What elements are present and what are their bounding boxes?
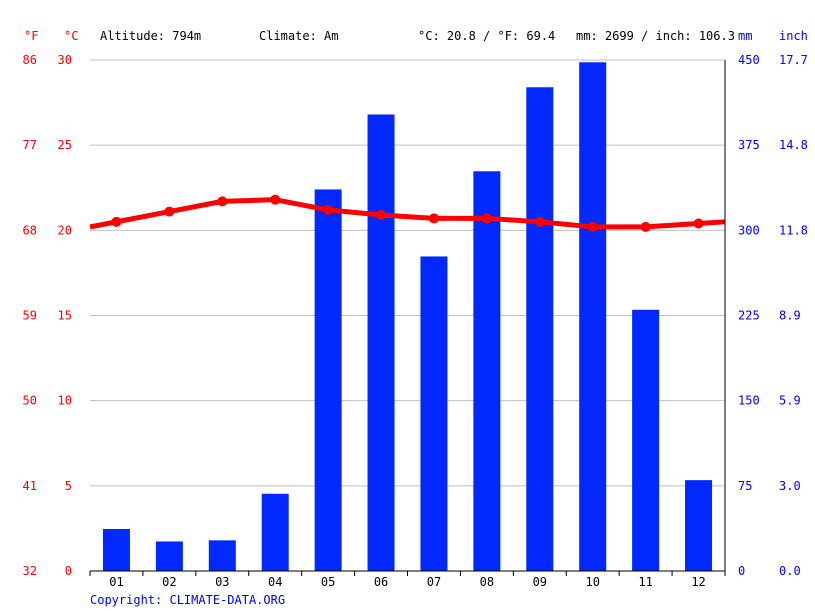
precipitation-total-label: mm: 2699 / inch: 106.3 — [576, 29, 735, 43]
temperature-line — [89, 194, 726, 232]
temperature-series-line — [89, 197, 726, 230]
month-tick-label: 05 — [321, 575, 335, 589]
precipitation-bar — [261, 493, 289, 571]
climate-label: Climate: Am — [259, 29, 338, 43]
celsius-tick-label: 15 — [58, 309, 72, 323]
month-tick-label: 07 — [427, 575, 441, 589]
inch-tick-label: 3.0 — [779, 479, 801, 493]
celsius-tick-label: 5 — [65, 479, 72, 493]
precipitation-bar — [367, 114, 395, 572]
precipitation-bar — [102, 528, 130, 571]
precipitation-bar — [473, 171, 501, 572]
inch-unit-label: inch — [779, 29, 808, 43]
temperature-point — [640, 221, 651, 232]
fahrenheit-tick-label: 86 — [23, 53, 37, 67]
celsius-tick-label: 10 — [58, 394, 72, 408]
fahrenheit-tick-label: 59 — [23, 309, 37, 323]
copyright-link[interactable]: Copyright: CLIMATE-DATA.ORG — [90, 593, 285, 607]
month-tick-label: 10 — [585, 575, 599, 589]
average-temperature-label: °C: 20.8 / °F: 69.4 — [418, 29, 555, 43]
temperature-point — [587, 221, 598, 232]
inch-tick-label: 8.9 — [779, 309, 801, 323]
inch-tick-label: 5.9 — [779, 394, 801, 408]
temperature-point — [217, 196, 228, 207]
inch-tick-labels: 0.0 3.0 5.9 8.9 11.8 14.8 17.7 — [779, 53, 808, 578]
month-tick-label: 02 — [162, 575, 176, 589]
month-tick-label: 12 — [691, 575, 705, 589]
temperature-point — [164, 206, 175, 217]
precipitation-bars — [102, 62, 713, 572]
temperature-point — [693, 218, 704, 229]
precipitation-bar — [632, 309, 660, 571]
precipitation-bar — [526, 87, 554, 572]
temperature-point — [111, 216, 122, 227]
temperature-point — [376, 210, 387, 221]
fahrenheit-tick-label: 50 — [23, 394, 37, 408]
month-tick-label: 04 — [268, 575, 282, 589]
fahrenheit-tick-labels: 32 41 50 59 68 77 86 — [23, 53, 37, 578]
fahrenheit-tick-label: 32 — [23, 564, 37, 578]
precipitation-bar — [685, 480, 713, 571]
mm-unit-label: mm — [738, 29, 752, 43]
mm-tick-label: 375 — [738, 138, 760, 152]
mm-tick-label: 150 — [738, 394, 760, 408]
precipitation-bar — [208, 540, 236, 571]
celsius-tick-label: 20 — [58, 223, 72, 237]
temperature-point — [270, 194, 281, 205]
mm-tick-labels: 0 75 150 225 300 375 450 — [738, 53, 760, 578]
temperature-point — [428, 213, 439, 224]
precipitation-bar — [420, 256, 448, 571]
precipitation-bar — [579, 62, 607, 571]
fahrenheit-tick-label: 41 — [23, 479, 37, 493]
month-tick-label: 06 — [374, 575, 388, 589]
celsius-tick-label: 25 — [58, 138, 72, 152]
month-tick-label: 09 — [533, 575, 547, 589]
fahrenheit-tick-label: 68 — [23, 223, 37, 237]
month-tick-label: 11 — [638, 575, 652, 589]
mm-tick-label: 450 — [738, 53, 760, 67]
axes — [89, 60, 726, 576]
celsius-unit-label: °C — [64, 29, 78, 43]
temperature-point — [534, 216, 545, 227]
mm-tick-label: 75 — [738, 479, 752, 493]
inch-tick-label: 17.7 — [779, 53, 808, 67]
temperature-point — [481, 213, 492, 224]
month-tick-label: 01 — [109, 575, 123, 589]
celsius-tick-label: 0 — [65, 564, 72, 578]
celsius-tick-labels: 0 5 10 15 20 25 30 — [58, 53, 72, 578]
mm-tick-label: 300 — [738, 223, 760, 237]
fahrenheit-unit-label: °F — [24, 29, 38, 43]
precipitation-bar — [155, 541, 183, 571]
altitude-label: Altitude: 794m — [100, 29, 201, 43]
month-tick-labels: 01 02 03 04 05 06 07 08 09 10 11 12 — [109, 575, 706, 589]
mm-tick-label: 225 — [738, 309, 760, 323]
inch-tick-label: 0.0 — [779, 564, 801, 578]
grid-lines — [90, 59, 725, 487]
celsius-tick-label: 30 — [58, 53, 72, 67]
fahrenheit-tick-label: 77 — [23, 138, 37, 152]
month-tick-label: 08 — [480, 575, 494, 589]
inch-tick-label: 14.8 — [779, 138, 808, 152]
temperature-point — [323, 204, 334, 215]
precipitation-bar — [314, 189, 342, 571]
mm-tick-label: 0 — [738, 564, 745, 578]
inch-tick-label: 11.8 — [779, 223, 808, 237]
month-tick-label: 03 — [215, 575, 229, 589]
